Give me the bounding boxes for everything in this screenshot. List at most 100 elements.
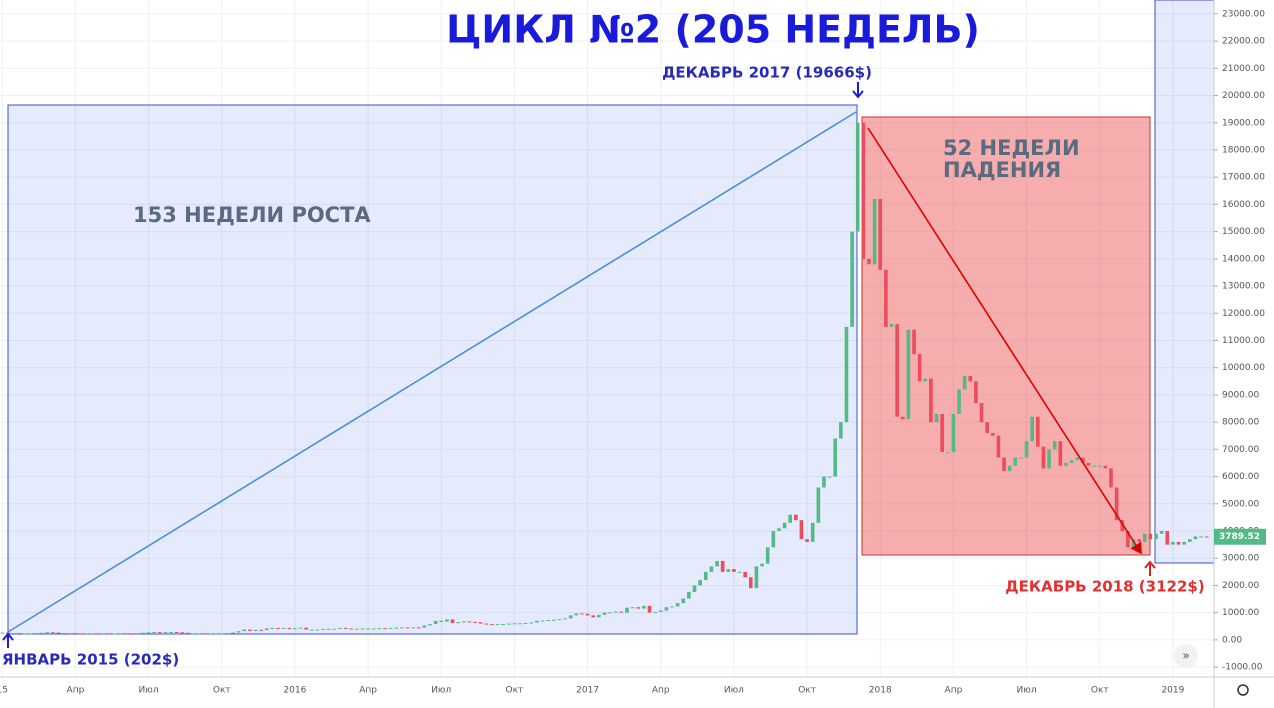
candle bbox=[1137, 539, 1141, 542]
candle bbox=[478, 622, 483, 624]
candle bbox=[253, 629, 258, 631]
candle bbox=[377, 628, 382, 630]
annotation: ДЕКАБРЬ 2018 (3122$) bbox=[1005, 578, 1204, 596]
candle bbox=[1154, 533, 1158, 540]
y-tick-label: 9000.00 bbox=[1222, 390, 1259, 400]
title: ЦИКЛ №2 (205 НЕДЕЛЬ) bbox=[446, 8, 980, 52]
candle bbox=[732, 569, 736, 572]
candle bbox=[1081, 457, 1085, 463]
candle bbox=[833, 438, 838, 477]
candle bbox=[203, 633, 207, 635]
scroll-button[interactable] bbox=[1174, 644, 1198, 668]
candle bbox=[321, 629, 325, 631]
candle bbox=[709, 566, 714, 572]
candle bbox=[1058, 441, 1063, 466]
candle bbox=[760, 563, 764, 567]
candle bbox=[687, 591, 691, 599]
candle bbox=[422, 625, 427, 628]
candle bbox=[338, 627, 342, 629]
x-tick-label: Июл bbox=[431, 686, 451, 696]
candle bbox=[56, 632, 61, 634]
candle bbox=[304, 627, 308, 630]
candle bbox=[675, 603, 680, 607]
candle bbox=[957, 389, 961, 414]
candle bbox=[979, 403, 984, 423]
candle bbox=[287, 627, 292, 629]
candle bbox=[861, 122, 866, 259]
x-tick-label: Апр bbox=[67, 686, 85, 696]
candle bbox=[90, 633, 95, 635]
candle bbox=[332, 628, 337, 630]
candle bbox=[884, 269, 888, 327]
candle bbox=[540, 620, 545, 622]
y-tick-label: 3000.00 bbox=[1222, 554, 1259, 564]
candle bbox=[1097, 465, 1102, 467]
candle bbox=[670, 606, 674, 608]
candle bbox=[788, 514, 792, 523]
candle bbox=[934, 413, 939, 423]
candle bbox=[310, 629, 314, 631]
candle bbox=[805, 539, 809, 542]
candle bbox=[647, 605, 652, 613]
candle bbox=[186, 632, 190, 634]
candle bbox=[1007, 465, 1012, 472]
candle bbox=[1030, 416, 1035, 442]
candle bbox=[1019, 457, 1023, 459]
candle bbox=[844, 326, 849, 423]
candle bbox=[974, 381, 978, 404]
candle bbox=[681, 598, 686, 604]
candle bbox=[490, 624, 494, 626]
candle bbox=[777, 528, 781, 532]
candle bbox=[940, 413, 944, 453]
candle bbox=[1165, 531, 1170, 545]
candle bbox=[0, 632, 5, 634]
candle bbox=[535, 620, 539, 623]
candle bbox=[1075, 457, 1080, 461]
candle bbox=[1120, 520, 1125, 532]
candle bbox=[34, 633, 38, 635]
candle bbox=[765, 547, 770, 564]
growth-arrow bbox=[7, 111, 857, 633]
candle bbox=[1047, 449, 1051, 469]
candle bbox=[259, 629, 263, 631]
candle bbox=[996, 435, 1001, 458]
candle bbox=[39, 632, 44, 634]
candle bbox=[523, 623, 528, 625]
candle bbox=[1041, 446, 1046, 469]
x-tick-label: Окт bbox=[1091, 686, 1109, 696]
scroll-icon[interactable]: » bbox=[1182, 649, 1189, 663]
candle bbox=[799, 520, 804, 540]
candle bbox=[197, 633, 202, 635]
candle bbox=[1187, 539, 1192, 542]
candle bbox=[597, 614, 601, 618]
candle bbox=[169, 631, 173, 633]
candle bbox=[450, 619, 455, 624]
candle bbox=[293, 628, 297, 630]
candle bbox=[692, 585, 697, 592]
candle bbox=[563, 618, 567, 620]
candle bbox=[912, 329, 916, 355]
annotation: ДЕКАБРЬ 2017 (19666$) bbox=[662, 64, 872, 82]
fall-box bbox=[861, 116, 1151, 556]
y-tick-label: 21000.00 bbox=[1222, 64, 1265, 74]
settings-icon[interactable] bbox=[1237, 684, 1249, 696]
y-tick-label: 13000.00 bbox=[1222, 282, 1265, 292]
candle bbox=[951, 413, 956, 453]
candle bbox=[1204, 536, 1209, 538]
y-tick-label: 2000.00 bbox=[1222, 581, 1259, 591]
candle bbox=[827, 476, 832, 478]
candle bbox=[174, 631, 179, 633]
annotation: 153 НЕДЕЛИ РОСТА bbox=[133, 203, 371, 227]
x-tick-label: Июл bbox=[139, 686, 159, 696]
candle bbox=[96, 633, 100, 635]
candle bbox=[850, 231, 854, 327]
candle bbox=[445, 619, 449, 622]
x-tick-label: 2017 bbox=[576, 686, 599, 696]
candle bbox=[1013, 457, 1018, 466]
candle bbox=[113, 633, 117, 635]
candle bbox=[698, 580, 702, 586]
candle bbox=[1069, 460, 1074, 463]
candle bbox=[411, 627, 415, 629]
candle bbox=[84, 633, 89, 635]
candle bbox=[585, 613, 590, 616]
